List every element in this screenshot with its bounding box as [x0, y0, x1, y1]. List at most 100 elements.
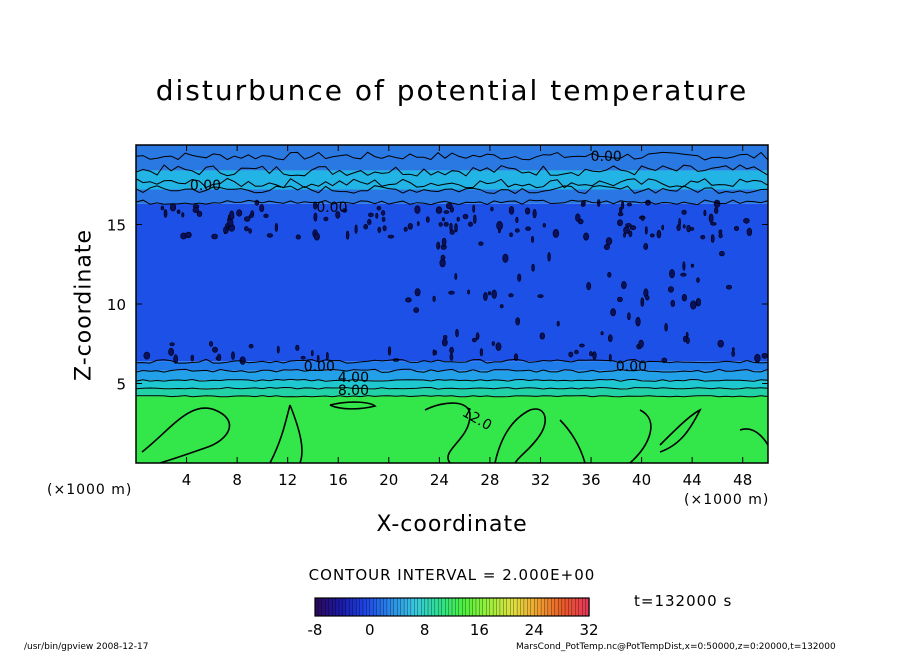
convective-cell: [577, 218, 584, 225]
colorbar-frame: [314, 597, 590, 617]
convective-cell: [667, 286, 674, 293]
convective-cell: [471, 337, 477, 343]
y-unit-label: (×1000 m): [47, 482, 133, 498]
convective-cell: [456, 216, 460, 222]
convective-cell: [468, 221, 473, 227]
convective-cell: [676, 224, 681, 231]
convective-cell: [731, 350, 736, 357]
convective-cell: [664, 323, 668, 332]
convective-cell: [368, 212, 374, 218]
convective-cell: [682, 335, 687, 343]
convective-cell: [733, 226, 740, 232]
convective-cell: [449, 346, 454, 354]
convective-cell: [407, 223, 413, 230]
convective-cell: [690, 300, 697, 310]
contour-label: 0.00: [616, 359, 647, 375]
contour-line-8: [136, 386, 768, 390]
convective-cell: [589, 351, 593, 357]
contour-swirl-5: [494, 408, 546, 463]
convective-cell: [714, 207, 719, 214]
convective-cell: [440, 254, 446, 261]
contour-line-6: [136, 368, 768, 373]
y-tick-label: 15: [107, 217, 126, 235]
convective-cell: [163, 209, 168, 218]
contour-line-2: [136, 177, 768, 189]
convective-cell: [443, 221, 449, 227]
convective-cell: [725, 284, 732, 290]
convective-cell: [491, 289, 497, 299]
convective-cell: [626, 202, 633, 207]
convective-cell: [719, 251, 725, 257]
convective-cell: [454, 223, 458, 233]
convective-cell: [556, 321, 560, 327]
convective-cell: [185, 231, 192, 239]
convective-cell: [619, 207, 623, 214]
convective-cell: [635, 316, 641, 327]
convective-cell: [212, 346, 218, 353]
convective-cell: [539, 332, 545, 340]
convective-cell: [649, 233, 655, 238]
field-layer-0: [136, 396, 768, 463]
convective-cell: [695, 298, 702, 307]
convective-cell: [244, 216, 251, 222]
colorbar-tick-label: 16: [470, 621, 489, 639]
convective-cell: [581, 200, 586, 205]
footer-right: MarsCond_PotTemp.nc@PotTempDist,x=0:5000…: [516, 642, 836, 652]
x-axis-title: X-coordinate: [376, 512, 528, 537]
convective-cell: [656, 229, 662, 239]
convective-cell: [435, 206, 443, 214]
colorbar-tick-label: 8: [420, 621, 430, 639]
x-tick-label: 36: [581, 471, 600, 489]
convective-cell: [441, 338, 448, 347]
convective-cell: [160, 205, 165, 211]
x-tick-label: 40: [632, 471, 651, 489]
convective-cell: [690, 263, 695, 268]
convective-cell: [703, 209, 707, 217]
convective-cell: [414, 205, 421, 214]
convective-cell: [455, 329, 459, 338]
convective-cell: [640, 297, 645, 307]
y-tick-label: 5: [116, 376, 126, 394]
convective-cell: [718, 229, 723, 235]
contour-swirl-6: [559, 419, 586, 463]
convective-cell: [295, 234, 301, 240]
time-label: t=132000 s: [634, 592, 733, 610]
convective-cell: [387, 234, 395, 239]
convective-cell: [617, 219, 623, 227]
convective-cell: [449, 206, 455, 213]
convective-cell: [462, 213, 469, 220]
convective-cell: [641, 216, 645, 221]
convective-cell: [263, 213, 269, 218]
convective-cell: [761, 352, 768, 359]
contour-swirl-3: [329, 401, 377, 410]
field-layer-6: [136, 189, 768, 204]
convective-cell: [607, 334, 613, 343]
convective-cell: [574, 349, 579, 355]
x-tick-label: 44: [683, 471, 702, 489]
contour-label: 4.00: [338, 370, 369, 386]
colorbar-tick-label: 0: [365, 621, 375, 639]
convective-cell: [627, 312, 631, 321]
field-layer-3: [136, 370, 768, 381]
convective-cell: [682, 224, 686, 229]
convective-cell: [746, 227, 753, 236]
x-tick-label: 32: [531, 471, 550, 489]
contour-swirl-1: [289, 404, 303, 463]
convective-cell: [168, 347, 174, 356]
convective-cell: [313, 232, 320, 241]
convective-cell: [181, 212, 185, 218]
convective-cell: [143, 351, 151, 360]
x-tick-label: 12: [278, 471, 297, 489]
x-axis-ticks: 4 8 12 16 20 24 28 32 36 40 44 48: [182, 145, 752, 489]
convective-cell: [680, 272, 687, 277]
convective-cell: [354, 224, 358, 234]
y-axis-title: Z-coordinate: [71, 229, 97, 381]
contour-line-0: [136, 151, 768, 161]
contour-label: 0.00: [591, 149, 622, 165]
convective-cell: [610, 308, 616, 317]
convective-cell: [515, 317, 521, 326]
convective-cell: [342, 208, 348, 213]
convective-cell: [438, 222, 443, 227]
convective-cell: [552, 228, 560, 238]
